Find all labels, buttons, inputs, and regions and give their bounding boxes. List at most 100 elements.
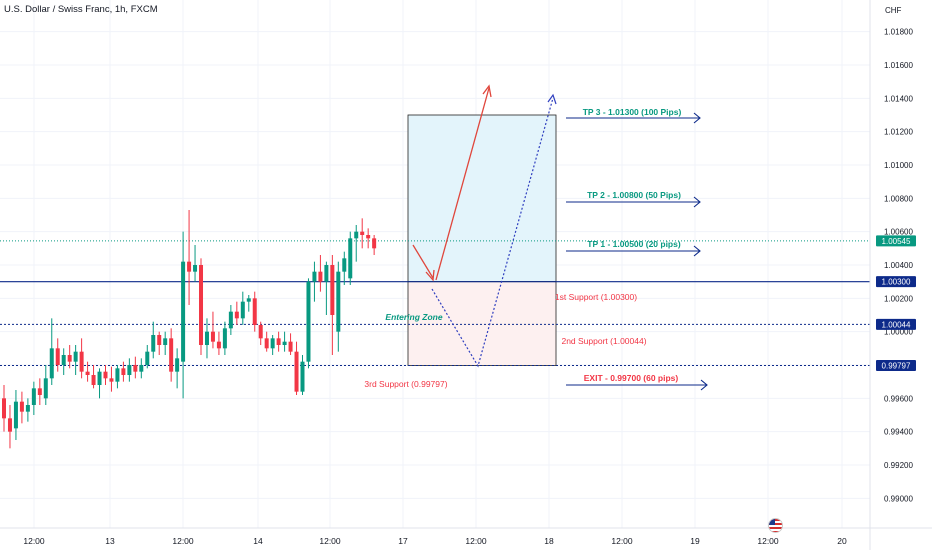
arrowhead <box>547 93 557 105</box>
currency-label: CHF <box>885 6 902 15</box>
time-tick-label: 20 <box>837 536 847 546</box>
price-tick-label: 1.01000 <box>884 161 913 170</box>
candle-body <box>318 271 323 282</box>
candle-body <box>312 271 317 282</box>
candle-body <box>115 368 120 382</box>
price-tick-label: 0.99600 <box>884 394 913 403</box>
time-tick-label: 12:00 <box>611 536 633 546</box>
time-tick-label: 13 <box>105 536 115 546</box>
arrowhead <box>700 379 708 391</box>
price-tag-label: 1.00300 <box>882 278 911 287</box>
annotation-tp3: TP 3 - 1.01300 (100 Pips) <box>583 107 682 117</box>
price-levels <box>0 240 870 366</box>
stop-zone <box>407 281 557 366</box>
candle-body <box>216 341 221 349</box>
price-tick-label: 1.00200 <box>884 294 913 303</box>
candle-body <box>288 341 293 352</box>
price-tag-label: 1.00545 <box>882 237 911 246</box>
candle-body <box>109 378 114 382</box>
candle-body <box>121 368 126 375</box>
time-tick-label: 17 <box>398 536 408 546</box>
annotation-labels: TP 3 - 1.01300 (100 Pips) TP 2 - 1.00800 … <box>364 107 681 389</box>
arrowhead <box>693 245 701 257</box>
position-zones <box>407 114 557 366</box>
candle-body <box>372 238 377 249</box>
price-tag <box>876 235 916 247</box>
candle-body <box>282 341 287 345</box>
candle-body <box>13 401 18 429</box>
candles-layer <box>2 210 377 449</box>
price-tick-label: 1.00600 <box>884 228 913 237</box>
price-tick-label: 1.01400 <box>884 94 913 103</box>
candle-body <box>97 371 102 385</box>
candle-body <box>163 338 168 345</box>
candle-body <box>193 265 198 272</box>
candle-body <box>276 338 281 345</box>
price-tag <box>876 360 916 371</box>
candle-body <box>157 335 162 345</box>
candle-body <box>145 351 150 365</box>
candle-body <box>133 365 138 372</box>
candle-body <box>294 351 299 392</box>
annotation-tp1: TP 1 - 1.00500 (20 pips) <box>587 239 681 249</box>
candle-body <box>240 301 245 319</box>
candle-body <box>85 371 90 375</box>
price-tag-label: 0.99797 <box>882 362 911 371</box>
red-up-arrow <box>435 87 490 281</box>
candle-body <box>91 375 96 385</box>
candle-body <box>67 355 72 362</box>
arrowhead <box>693 112 701 124</box>
candle-body <box>61 355 66 365</box>
time-tick-label: 12:00 <box>757 536 779 546</box>
candle-body <box>2 398 6 419</box>
red-down-arrow <box>412 244 434 279</box>
candle-body <box>199 265 204 345</box>
price-tick-label: 1.01200 <box>884 128 913 137</box>
price-tick-label: 1.01600 <box>884 61 913 70</box>
candle-body <box>252 298 257 325</box>
candle-body <box>306 281 311 362</box>
candle-body <box>342 258 347 272</box>
candle-body <box>37 388 42 395</box>
annotation-entering: Entering Zone <box>385 312 442 322</box>
candle-body <box>25 405 30 412</box>
time-tick-label: 12:00 <box>172 536 194 546</box>
candle-body <box>336 271 341 332</box>
price-tick-label: 0.99400 <box>884 428 913 437</box>
candle-body <box>31 388 36 405</box>
candle-body <box>43 378 48 399</box>
candle-body <box>127 365 132 375</box>
price-tick-label: 1.00800 <box>884 194 913 203</box>
us-flag-icon[interactable] <box>768 518 783 533</box>
candle-body <box>169 338 174 372</box>
candle-body <box>19 401 24 412</box>
candle-body <box>246 298 251 302</box>
annotation-support3: 3rd Support (0.99797) <box>364 379 447 389</box>
candle-body <box>348 238 353 279</box>
chart-title: U.S. Dollar / Swiss Franc, 1h, FXCM <box>4 4 158 15</box>
drawings-layer <box>412 84 708 391</box>
candle-body <box>181 261 186 362</box>
profit-zone <box>407 114 557 283</box>
blue-projection-path <box>431 97 554 368</box>
candle-body <box>139 365 144 372</box>
price-tag-label: 1.00044 <box>882 320 911 329</box>
annotation-support2: 2nd Support (1.00044) <box>561 336 646 346</box>
price-tick-label: 0.99000 <box>884 494 913 503</box>
time-tick-label: 12:00 <box>465 536 487 546</box>
price-tick-label: 1.01800 <box>884 28 913 37</box>
candle-body <box>187 261 192 272</box>
candle-body <box>234 311 239 319</box>
arrowhead <box>482 84 492 98</box>
price-tag <box>876 276 916 288</box>
candle-body <box>222 328 227 349</box>
candle-body <box>175 358 180 372</box>
candle-body <box>270 338 275 349</box>
time-tick-label: 12:00 <box>23 536 45 546</box>
price-axis: CHF 1.01800 1.01600 1.01400 1.01200 1.01000 1.… <box>869 0 916 550</box>
candle-body <box>354 231 359 239</box>
arrowhead <box>693 196 701 208</box>
candle-body <box>330 265 335 315</box>
time-tick-label: 19 <box>690 536 700 546</box>
